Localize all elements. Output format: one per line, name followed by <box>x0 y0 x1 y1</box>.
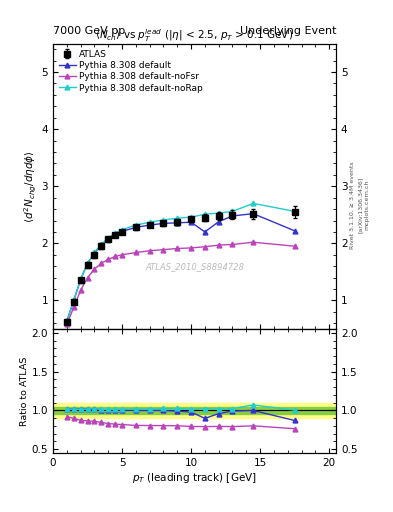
Pythia 8.308 default <box>251 210 255 217</box>
Line: Pythia 8.308 default: Pythia 8.308 default <box>64 211 297 324</box>
Pythia 8.308 default <box>147 222 152 228</box>
Pythia 8.308 default <box>78 276 83 283</box>
Pythia 8.308 default <box>216 219 221 225</box>
Pythia 8.308 default-noFsr <box>175 245 180 251</box>
Pythia 8.308 default-noRap <box>292 208 297 215</box>
Pythia 8.308 default-noRap <box>78 276 83 283</box>
Pythia 8.308 default <box>113 231 118 237</box>
Pythia 8.308 default <box>175 220 180 226</box>
Pythia 8.308 default-noRap <box>175 215 180 221</box>
Pythia 8.308 default-noFsr <box>120 252 125 258</box>
Text: Rivet 3.1.10, ≥ 3.4M events: Rivet 3.1.10, ≥ 3.4M events <box>350 161 355 249</box>
Text: 7000 GeV pp: 7000 GeV pp <box>53 26 125 36</box>
Bar <box>53 407 336 414</box>
Pythia 8.308 default-noFsr <box>147 248 152 254</box>
Pythia 8.308 default-noRap <box>92 249 97 255</box>
Pythia 8.308 default-noRap <box>85 260 90 266</box>
Y-axis label: Ratio to ATLAS: Ratio to ATLAS <box>20 356 29 426</box>
Pythia 8.308 default-noFsr <box>72 304 76 310</box>
Pythia 8.308 default-noFsr <box>134 249 138 255</box>
Pythia 8.308 default <box>230 213 235 219</box>
Legend: ATLAS, Pythia 8.308 default, Pythia 8.308 default-noFsr, Pythia 8.308 default-no: ATLAS, Pythia 8.308 default, Pythia 8.30… <box>57 48 205 94</box>
Pythia 8.308 default-noRap <box>106 234 110 241</box>
Pythia 8.308 default-noRap <box>147 219 152 225</box>
Pythia 8.308 default-noFsr <box>216 242 221 248</box>
Pythia 8.308 default <box>64 318 69 324</box>
Pythia 8.308 default-noRap <box>64 318 69 324</box>
Pythia 8.308 default-noRap <box>120 227 125 233</box>
Pythia 8.308 default <box>161 220 166 226</box>
Y-axis label: $\langle d^2 N_{chg}/d\eta d\phi \rangle$: $\langle d^2 N_{chg}/d\eta d\phi \rangle… <box>22 150 39 223</box>
Pythia 8.308 default <box>120 228 125 234</box>
Pythia 8.308 default-noRap <box>134 222 138 228</box>
Pythia 8.308 default <box>134 224 138 230</box>
Pythia 8.308 default-noFsr <box>92 266 97 272</box>
Pythia 8.308 default <box>202 229 207 235</box>
Pythia 8.308 default-noRap <box>113 230 118 236</box>
Pythia 8.308 default-noFsr <box>85 274 90 281</box>
Pythia 8.308 default <box>99 242 104 248</box>
Pythia 8.308 default-noFsr <box>64 322 69 328</box>
Bar <box>53 403 336 418</box>
Line: Pythia 8.308 default-noRap: Pythia 8.308 default-noRap <box>64 201 297 324</box>
Pythia 8.308 default <box>72 297 76 304</box>
Pythia 8.308 default-noRap <box>189 214 193 220</box>
Pythia 8.308 default-noRap <box>216 210 221 216</box>
Pythia 8.308 default <box>292 228 297 234</box>
Pythia 8.308 default-noFsr <box>251 239 255 245</box>
Pythia 8.308 default-noFsr <box>106 257 110 263</box>
Pythia 8.308 default-noFsr <box>230 242 235 248</box>
Title: $\langle N_{ch}\rangle$ vs $p_T^{lead}$ ($|\eta|$ < 2.5, $p_T$ > 0.1 GeV): $\langle N_{ch}\rangle$ vs $p_T^{lead}$ … <box>95 27 294 44</box>
Pythia 8.308 default-noFsr <box>161 247 166 253</box>
Pythia 8.308 default-noFsr <box>99 260 104 266</box>
Pythia 8.308 default-noFsr <box>78 287 83 293</box>
Pythia 8.308 default-noRap <box>230 208 235 215</box>
Text: [arXiv:1306.3436]: [arXiv:1306.3436] <box>358 177 363 233</box>
Pythia 8.308 default-noFsr <box>202 244 207 250</box>
Line: Pythia 8.308 default-noFsr: Pythia 8.308 default-noFsr <box>64 240 297 327</box>
Pythia 8.308 default-noFsr <box>113 253 118 260</box>
X-axis label: $p_T$ (leading track) [GeV]: $p_T$ (leading track) [GeV] <box>132 471 257 485</box>
Pythia 8.308 default-noRap <box>251 200 255 206</box>
Pythia 8.308 default <box>106 236 110 242</box>
Pythia 8.308 default <box>85 260 90 266</box>
Pythia 8.308 default <box>92 250 97 256</box>
Text: mcplots.cern.ch: mcplots.cern.ch <box>365 180 370 230</box>
Pythia 8.308 default-noRap <box>72 297 76 304</box>
Pythia 8.308 default-noRap <box>202 211 207 217</box>
Text: Underlying Event: Underlying Event <box>239 26 336 36</box>
Pythia 8.308 default-noRap <box>161 217 166 223</box>
Pythia 8.308 default-noFsr <box>292 243 297 249</box>
Pythia 8.308 default-noRap <box>99 242 104 248</box>
Pythia 8.308 default-noFsr <box>189 245 193 251</box>
Text: ATLAS_2010_S8894728: ATLAS_2010_S8894728 <box>145 262 244 271</box>
Pythia 8.308 default <box>189 219 193 225</box>
